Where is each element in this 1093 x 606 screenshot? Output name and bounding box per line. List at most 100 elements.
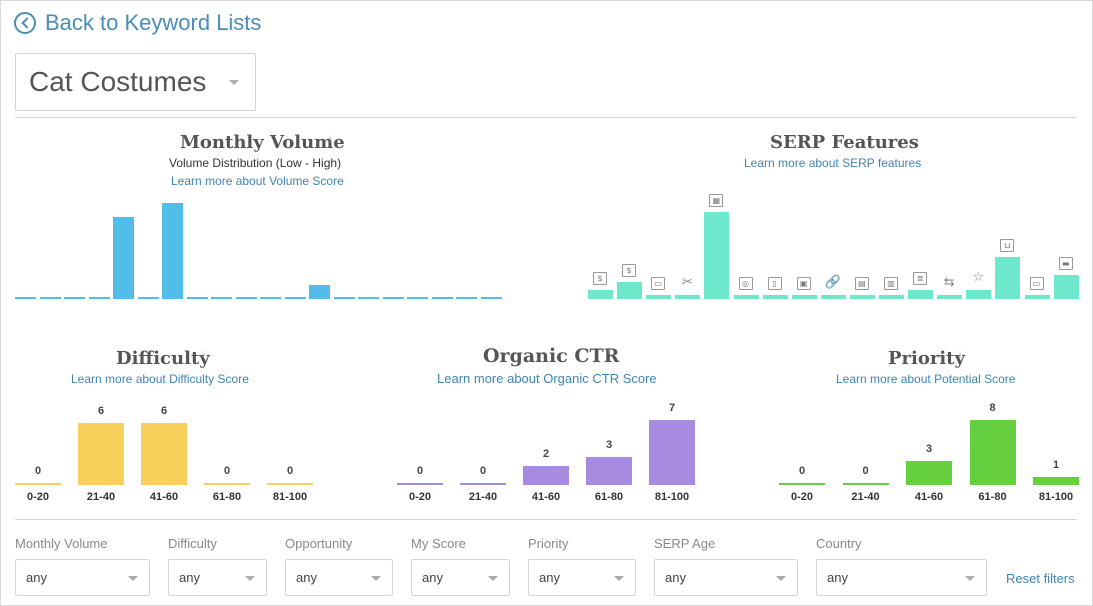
organic-ctr-info-icon[interactable]: i	[608, 346, 610, 356]
difficulty-value-label: 6	[160, 405, 168, 418]
difficulty-value-label: 0	[286, 465, 294, 477]
difficulty-category-label: 61-80	[212, 491, 242, 503]
filter-serp-age-select[interactable]: any	[654, 559, 798, 596]
keyword-list-select[interactable]: Cat Costumes	[15, 53, 256, 111]
filter-label-priority: Priority	[528, 536, 569, 551]
serp-bar	[617, 281, 643, 299]
serp-bar	[1053, 274, 1079, 299]
volume-bar	[260, 297, 281, 299]
filter-label-country: Country	[816, 536, 862, 551]
priority-info-icon[interactable]: i	[959, 350, 961, 360]
chevron-down-icon	[614, 576, 624, 581]
filter-value: any	[296, 570, 317, 585]
volume-bar	[186, 297, 208, 299]
filter-label-my-score: My Score	[411, 536, 466, 551]
shopping-bag-icon: ▭	[651, 277, 666, 290]
serp-bar	[1024, 295, 1050, 299]
organic_ctr-value-label: 3	[605, 439, 613, 452]
chevron-down-icon	[229, 80, 239, 85]
organic_ctr-value-label: 0	[479, 465, 487, 477]
difficulty-bar	[15, 483, 61, 485]
serp-bar	[675, 295, 701, 299]
priority-category-label: 81-100	[1038, 491, 1074, 503]
back-to-keyword-lists-link[interactable]: Back to Keyword Lists	[14, 10, 261, 36]
keyword-list-selected: Cat Costumes	[29, 66, 207, 97]
volume-bar	[480, 297, 502, 299]
difficulty-category-label: 21-40	[86, 491, 116, 503]
volume-bar	[407, 297, 428, 299]
comment-icon: ▭	[1029, 277, 1044, 290]
filter-value: any	[827, 570, 848, 585]
reset-filters-link[interactable]: Reset filters	[1006, 571, 1075, 586]
local-pack-icon: ≣	[913, 272, 928, 286]
star-icon: ☆	[972, 270, 985, 286]
difficulty-score-link[interactable]: Learn more about Difficulty Score	[71, 372, 249, 386]
potential-score-link[interactable]: Learn more about Potential Score	[836, 372, 1016, 386]
priority-category-label: 41-60	[914, 491, 944, 503]
monthly-volume-title: Monthly Volume	[180, 132, 345, 153]
chevron-down-icon	[245, 576, 255, 581]
filter-opportunity-select[interactable]: any	[285, 559, 393, 596]
filter-country-select[interactable]: any	[816, 559, 987, 596]
serp-bar	[966, 290, 992, 299]
difficulty-value-label: 6	[97, 405, 105, 418]
monthly-volume-info-icon[interactable]: i	[329, 134, 331, 144]
organic_ctr-value-label: 0	[416, 465, 424, 477]
link-icon: 🔗	[824, 275, 841, 290]
image-pack-icon: ▦	[709, 194, 724, 208]
organic_ctr-bar	[523, 466, 569, 485]
volume-score-link[interactable]: Learn more about Volume Score	[171, 174, 344, 188]
chevron-down-icon	[371, 576, 381, 581]
priority-bar	[906, 460, 952, 485]
priority-value-label: 8	[989, 402, 996, 414]
knowledge-icon: ▯	[767, 277, 782, 290]
volume-bar	[64, 297, 85, 299]
organic_ctr-bar	[397, 483, 443, 485]
serp-features-link[interactable]: Learn more about SERP features	[744, 156, 922, 170]
serp-bar	[995, 257, 1021, 299]
volume-bar	[39, 297, 61, 299]
difficulty-bar	[204, 483, 250, 485]
volume-bar	[15, 297, 36, 299]
priority-value-label: 0	[798, 465, 806, 477]
filter-label-serp-age: SERP Age	[654, 536, 716, 551]
volume-bar	[235, 297, 257, 299]
difficulty-bar	[141, 423, 187, 485]
chevron-down-icon	[776, 576, 786, 581]
serp-bar	[588, 290, 613, 299]
organic_ctr-bar	[586, 457, 632, 485]
swap-icon: ⇆	[943, 275, 955, 290]
filter-value: any	[26, 570, 47, 585]
difficulty-category-label: 0-20	[26, 491, 50, 503]
difficulty-bar	[78, 423, 124, 485]
serp-bar	[791, 295, 817, 299]
serp-bar	[646, 295, 672, 299]
volume-bar	[456, 297, 477, 299]
difficulty-value-label: 0	[34, 465, 42, 477]
volume-bar	[284, 297, 306, 299]
filter-difficulty-select[interactable]: any	[168, 559, 267, 596]
filter-monthly-volume-select[interactable]: any	[15, 559, 150, 596]
filter-priority-select[interactable]: any	[528, 559, 636, 596]
monthly-volume-subtitle: Volume Distribution (Low - High)	[169, 156, 342, 170]
volume-bar	[333, 297, 355, 299]
difficulty-value-label: 0	[223, 465, 231, 477]
priority-value-label: 0	[862, 465, 869, 477]
difficulty-bar	[267, 483, 313, 485]
filter-value: any	[539, 570, 560, 585]
filter-my-score-select[interactable]: any	[411, 559, 510, 596]
volume-bar	[309, 285, 330, 299]
priority-bar	[779, 483, 825, 485]
filter-label-difficulty: Difficulty	[168, 536, 217, 551]
filter-value: any	[179, 570, 200, 585]
organic-ctr-score-link[interactable]: Learn more about Organic CTR Score	[437, 371, 657, 386]
difficulty-category-label: 41-60	[149, 491, 179, 503]
serp-bar	[762, 295, 788, 299]
priority-value-label: 1	[1052, 458, 1060, 471]
organic_ctr-category-label: 0-20	[408, 491, 432, 503]
chevron-down-icon	[488, 576, 498, 581]
volume-bar	[88, 297, 110, 299]
divider-top	[15, 117, 1077, 118]
difficulty-info-icon[interactable]: i	[202, 350, 204, 360]
news-icon: ▥	[884, 277, 898, 290]
